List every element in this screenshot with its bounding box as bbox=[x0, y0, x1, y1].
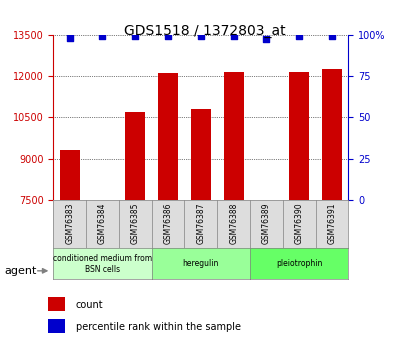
Point bbox=[132, 33, 138, 39]
Point bbox=[230, 33, 236, 39]
Point bbox=[328, 33, 335, 39]
Text: GDS1518 / 1372803_at: GDS1518 / 1372803_at bbox=[124, 24, 285, 38]
Text: GSM76389: GSM76389 bbox=[261, 203, 270, 244]
Point bbox=[197, 33, 204, 39]
Text: GSM76384: GSM76384 bbox=[98, 203, 107, 244]
Bar bbox=[321, 69, 341, 200]
Text: GSM76386: GSM76386 bbox=[163, 203, 172, 244]
Text: percentile rank within the sample: percentile rank within the sample bbox=[76, 322, 240, 332]
Point bbox=[164, 33, 171, 39]
Bar bbox=[158, 73, 178, 200]
Bar bbox=[223, 72, 243, 200]
Point bbox=[66, 35, 73, 41]
Text: GSM76391: GSM76391 bbox=[327, 203, 336, 244]
Point bbox=[263, 37, 269, 42]
Text: conditioned medium from
BSN cells: conditioned medium from BSN cells bbox=[53, 254, 152, 274]
Point bbox=[295, 33, 302, 39]
Bar bbox=[125, 112, 145, 200]
Text: GSM76387: GSM76387 bbox=[196, 203, 205, 244]
Text: heregulin: heregulin bbox=[182, 259, 218, 268]
Bar bbox=[48, 297, 65, 311]
Text: pleiotrophin: pleiotrophin bbox=[275, 259, 322, 268]
Text: GSM76388: GSM76388 bbox=[229, 203, 238, 244]
Bar bbox=[289, 72, 308, 200]
Text: count: count bbox=[76, 299, 103, 309]
Text: GSM76383: GSM76383 bbox=[65, 203, 74, 244]
Text: GSM76390: GSM76390 bbox=[294, 203, 303, 244]
Text: agent: agent bbox=[4, 266, 36, 276]
Bar bbox=[60, 150, 79, 200]
Bar bbox=[191, 109, 210, 200]
Bar bbox=[48, 319, 65, 333]
Text: GSM76385: GSM76385 bbox=[130, 203, 139, 244]
Point bbox=[99, 33, 106, 39]
